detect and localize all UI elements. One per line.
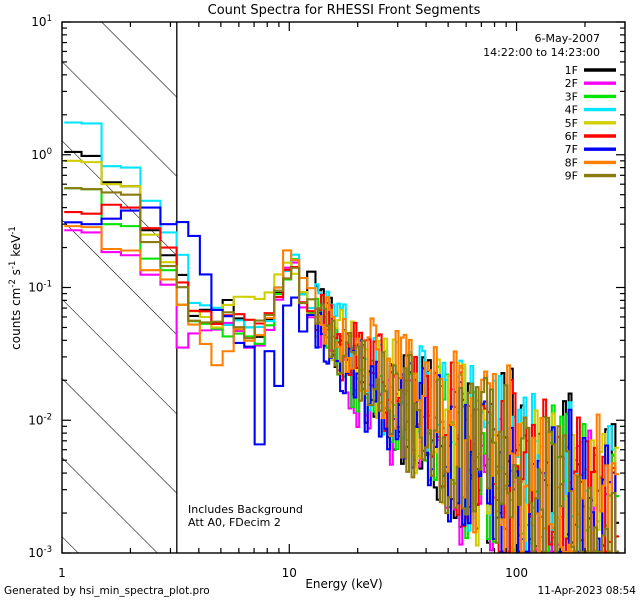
spectrum-line-9f — [64, 187, 620, 553]
svg-text:counts cm-2 s-1 keV-1: counts cm-2 s-1 keV-1 — [8, 226, 23, 350]
y-tick-label: 10-2 — [28, 412, 52, 427]
legend-label-8f: 8F — [565, 156, 578, 169]
footer-generator: Generated by hsi_min_spectra_plot.pro — [4, 585, 210, 597]
legend-label-1f: 1F — [565, 64, 578, 77]
observation-time-range: 14:22:00 to 14:23:00 — [483, 46, 600, 59]
legend-label-2f: 2F — [565, 77, 578, 90]
x-axis-ticks: 1 10 100 — [58, 22, 626, 580]
legend-label-5f: 5F — [565, 117, 578, 130]
x-tick-label: 1 — [58, 566, 66, 580]
legend-label-7f: 7F — [565, 143, 578, 156]
legend-label-9f: 9F — [565, 170, 578, 183]
x-axis-label: Energy (keV) — [305, 577, 382, 591]
page-title: Count Spectra for RHESSI Front Segments — [208, 3, 481, 18]
annotation-includes-background: Includes Background — [188, 503, 303, 516]
y-tick-label: 100 — [31, 147, 52, 162]
legend-label-3f: 3F — [565, 90, 578, 103]
y-axis-ticks: 101 100 10-1 10-2 10-3 — [28, 14, 625, 560]
x-tick-label: 100 — [505, 566, 528, 580]
spectra-series-layer — [64, 121, 620, 553]
observation-date: 6-May-2007 — [535, 32, 600, 45]
legend-label-6f: 6F — [565, 130, 578, 143]
y-tick-label: 10-1 — [28, 280, 52, 295]
annotation-attenuator-state: Att A0, FDecim 2 — [188, 516, 281, 529]
excluded-band-hatching — [62, 22, 178, 553]
y-axis-label: counts cm-2 s-1 keV-1 — [8, 226, 23, 350]
hatched-rect — [62, 22, 177, 553]
y-tick-label: 10-3 — [28, 545, 52, 560]
y-tick-label: 101 — [31, 14, 52, 29]
footer-timestamp: 11-Apr-2023 08:54 — [537, 585, 636, 597]
legend-label-4f: 4F — [565, 104, 578, 117]
x-tick-label: 10 — [282, 566, 297, 580]
plot-annotations: Includes Background Att A0, FDecim 2 — [188, 503, 303, 529]
observation-datetime: 6-May-2007 14:22:00 to 14:23:00 — [483, 32, 600, 59]
